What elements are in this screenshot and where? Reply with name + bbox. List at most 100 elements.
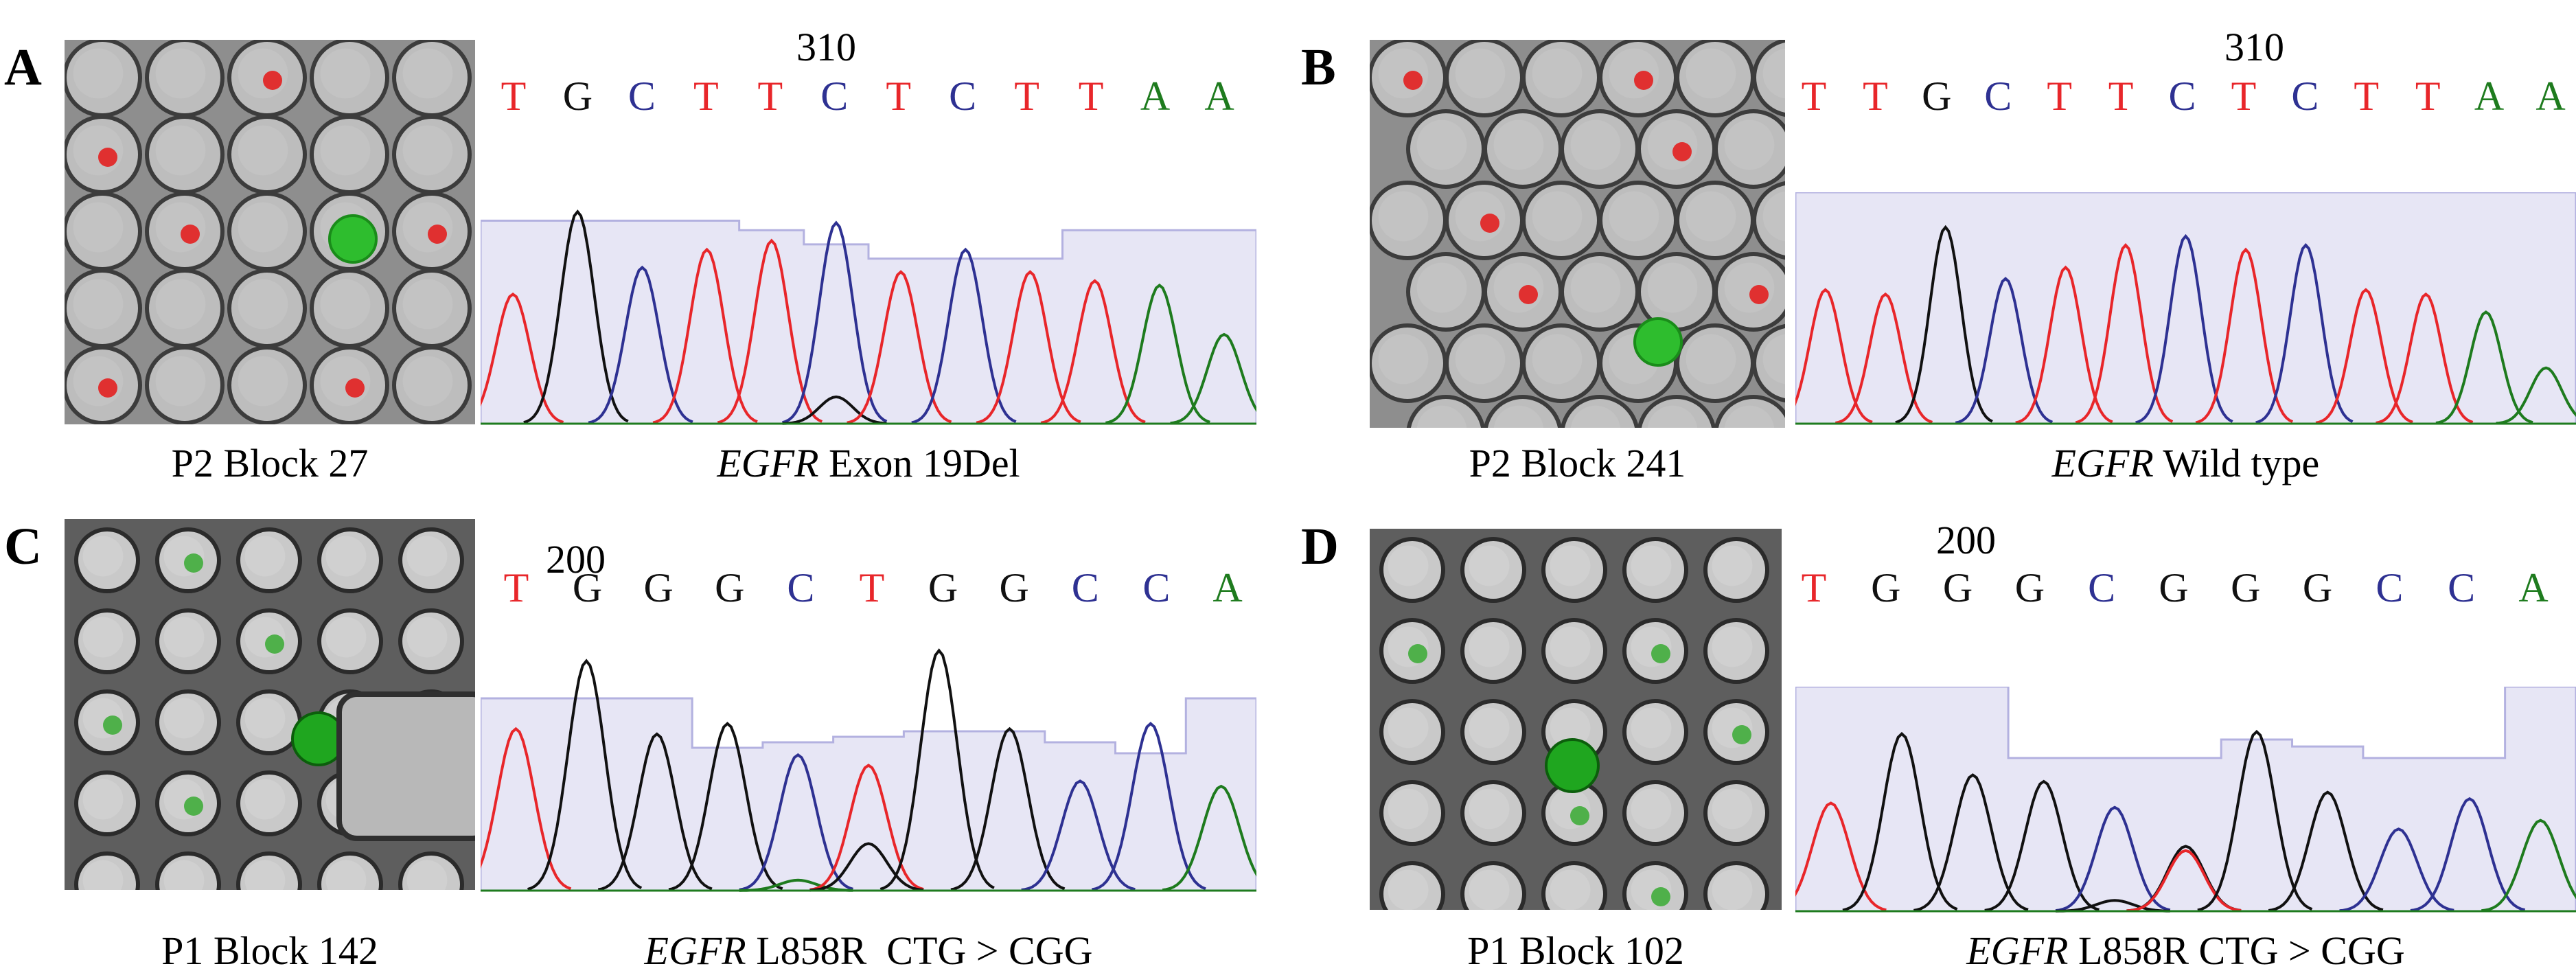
microwell <box>155 689 221 755</box>
base-letter: T <box>1070 76 1112 117</box>
microwell <box>1379 618 1445 684</box>
microwell <box>392 268 472 348</box>
gene-name: EGFR <box>717 441 818 485</box>
microwell <box>1379 780 1445 846</box>
sequence-caption: EGFR L858R CTG > CGG <box>481 931 1256 971</box>
sequence-caption: EGFR Exon 19Del <box>481 444 1256 483</box>
base-letter: A <box>2513 567 2554 608</box>
gene-name: EGFR <box>2052 441 2154 485</box>
quality-band <box>481 698 1256 891</box>
microwell <box>74 770 140 836</box>
microwell <box>74 527 140 593</box>
microwell <box>1622 537 1688 603</box>
microwell <box>1445 181 1524 260</box>
microwell <box>65 345 142 424</box>
base-letter: T <box>2346 76 2387 117</box>
microwell <box>398 527 464 593</box>
base-letter: T <box>1007 76 1048 117</box>
microwell <box>155 527 221 593</box>
microwell-caption: P2 Block 241 <box>1370 444 1785 483</box>
panel-letter: B <box>1301 41 1336 93</box>
microwell <box>227 192 307 271</box>
microwell <box>1445 323 1524 403</box>
base-letter: T <box>2407 76 2448 117</box>
microwell <box>1560 252 1640 332</box>
microwell <box>1703 699 1769 765</box>
cell <box>1672 142 1692 161</box>
base-letter: G <box>557 76 598 117</box>
microwell <box>1521 181 1601 260</box>
panel-letter: A <box>4 41 42 93</box>
microwell <box>1460 780 1526 846</box>
microwell <box>310 40 389 117</box>
microwell <box>236 770 302 836</box>
base-letter: C <box>2441 567 2482 608</box>
base-letter: G <box>923 567 964 608</box>
microwell <box>145 192 225 271</box>
base-letter: T <box>878 76 919 117</box>
base-letter: T <box>493 76 534 117</box>
cell <box>184 553 203 573</box>
base-letter: C <box>1136 567 1177 608</box>
microwell <box>1406 252 1486 332</box>
cell <box>98 148 117 167</box>
base-letter: G <box>638 567 679 608</box>
microwell <box>155 770 221 836</box>
base-letter: G <box>993 567 1035 608</box>
sequence-caption: EGFR L858R CTG > CGG <box>1795 931 2576 971</box>
base-letter: G <box>1937 567 1979 608</box>
base-letter: A <box>1207 567 1248 608</box>
microwell <box>1445 40 1524 117</box>
microwell <box>227 40 307 117</box>
quality-band <box>1795 192 2576 424</box>
base-letter: T <box>851 567 893 608</box>
microwell <box>1460 699 1526 765</box>
base-letter: C <box>1977 76 2019 117</box>
cell <box>1408 644 1427 663</box>
microwell <box>1675 181 1755 260</box>
cell <box>181 225 200 244</box>
cell <box>1403 71 1423 90</box>
mutation-label: Exon 19Del <box>829 441 1020 485</box>
microwell <box>1622 780 1688 846</box>
microwell <box>1521 40 1601 117</box>
cell <box>1732 725 1751 744</box>
microwell <box>1460 618 1526 684</box>
base-letter: A <box>1135 76 1176 117</box>
mutation-label: L858R CTG > CGG <box>756 928 1092 973</box>
chromatogram <box>1795 687 2576 917</box>
base-letter: G <box>709 567 750 608</box>
base-letter: C <box>1065 567 1106 608</box>
microwell <box>310 345 389 424</box>
microwell <box>227 115 307 194</box>
panel-letter: D <box>1301 520 1339 573</box>
base-letter: T <box>1793 76 1835 117</box>
microwell <box>227 345 307 424</box>
microwell <box>317 608 383 674</box>
microwell <box>1370 323 1447 403</box>
microwell <box>392 192 472 271</box>
base-letter: T <box>750 76 791 117</box>
base-letter: C <box>2162 76 2203 117</box>
microwell <box>65 268 142 348</box>
cell <box>1634 71 1653 90</box>
microwell <box>1560 109 1640 189</box>
mutation-label: L858R CTG > CGG <box>2078 928 2405 973</box>
base-letter: A <box>2469 76 2510 117</box>
highlighted-cell <box>1546 740 1598 792</box>
microwell <box>1406 109 1486 189</box>
base-letter: T <box>496 567 537 608</box>
microwell <box>236 527 302 593</box>
base-letter: T <box>685 76 726 117</box>
microwell <box>145 115 225 194</box>
microwell <box>1460 537 1526 603</box>
cell <box>103 716 122 735</box>
microwell <box>1379 537 1445 603</box>
base-letter: C <box>942 76 983 117</box>
base-letter: C <box>2284 76 2325 117</box>
cell <box>1570 806 1589 825</box>
microwell <box>145 345 225 424</box>
microwell <box>392 40 472 117</box>
cell <box>345 378 365 398</box>
cell <box>1749 285 1769 304</box>
